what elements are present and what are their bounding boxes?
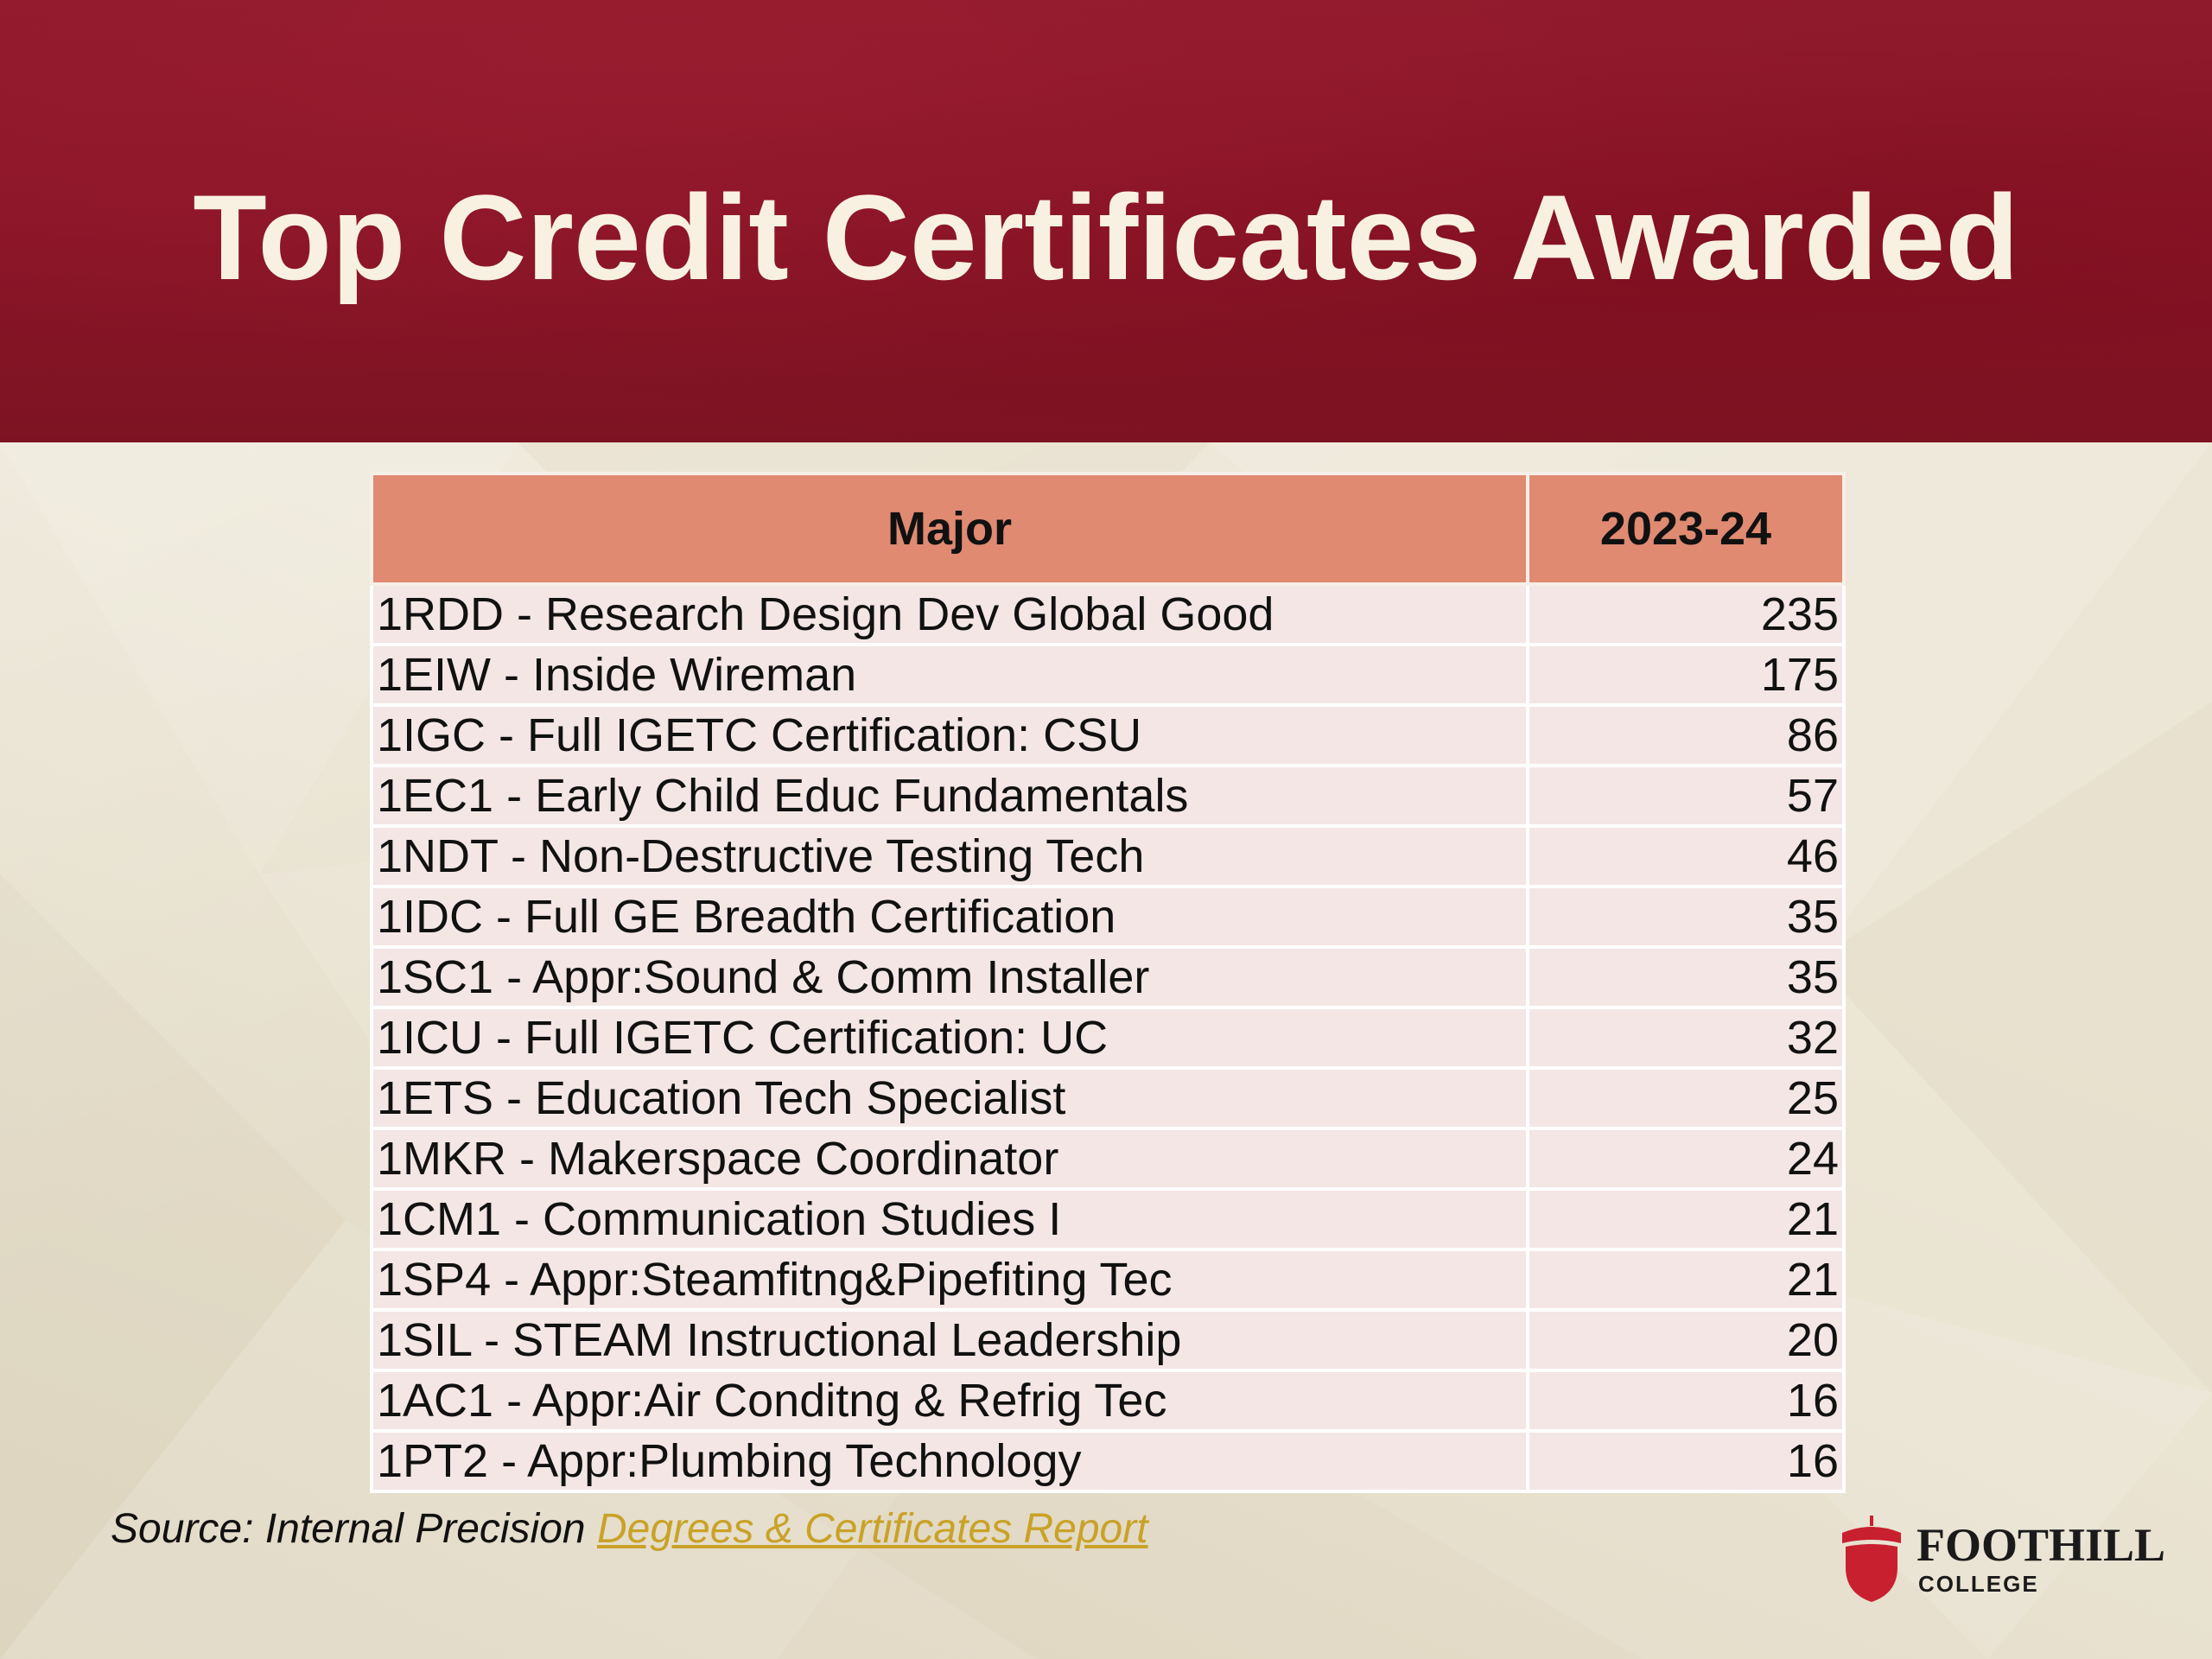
certificates-table: Major 2023-24 1RDD - Research Design Dev… [370,472,1846,1493]
major-cell: 1CM1 - Communication Studies I [370,1187,1529,1251]
count-cell: 20 [1526,1308,1846,1372]
count-cell: 46 [1526,824,1846,888]
major-cell: 1SIL - STEAM Instructional Leadership [370,1308,1529,1372]
major-cell: 1ETS - Education Tech Specialist [370,1066,1529,1130]
count-cell: 21 [1526,1248,1846,1312]
major-cell: 1EIW - Inside Wireman [370,643,1529,707]
table-row: 1RDD - Research Design Dev Global Good 2… [370,582,1846,646]
college-logo: FOOTHILL COLLEGE [1839,1514,2167,1609]
major-cell: 1RDD - Research Design Dev Global Good [370,582,1529,646]
table-row: 1EC1 - Early Child Educ Fundamentals 57 [370,764,1846,828]
table-row: 1ICU - Full IGETC Certification: UC 32 [370,1006,1846,1070]
table-row: 1SIL - STEAM Instructional Leadership 20 [370,1308,1846,1372]
table-row: 1PT2 - Appr:Plumbing Technology 16 [370,1429,1846,1493]
page-title: Top Credit Certificates Awarded [193,169,2019,305]
count-cell: 16 [1526,1429,1846,1493]
logo-subtitle: COLLEGE [1918,1571,2039,1597]
major-cell: 1SC1 - Appr:Sound & Comm Installer [370,945,1529,1009]
table-row: 1MKR - Makerspace Coordinator 24 [370,1127,1846,1191]
count-cell: 35 [1526,945,1846,1009]
major-cell: 1EC1 - Early Child Educ Fundamentals [370,764,1529,828]
count-cell: 57 [1526,764,1846,828]
table-row: 1SC1 - Appr:Sound & Comm Installer 35 [370,945,1846,1009]
count-cell: 25 [1526,1066,1846,1130]
table-row: 1NDT - Non-Destructive Testing Tech 46 [370,824,1846,888]
count-cell: 235 [1526,582,1846,646]
count-cell: 16 [1526,1369,1846,1433]
major-cell: 1IGC - Full IGETC Certification: CSU [370,703,1529,767]
table-header-row: Major 2023-24 [370,472,1846,586]
major-cell: 1NDT - Non-Destructive Testing Tech [370,824,1529,888]
table-row: 1IGC - Full IGETC Certification: CSU 86 [370,703,1846,767]
major-cell: 1ICU - Full IGETC Certification: UC [370,1006,1529,1070]
major-cell: 1IDC - Full GE Breadth Certification [370,885,1529,949]
count-cell: 21 [1526,1187,1846,1251]
major-cell: 1PT2 - Appr:Plumbing Technology [370,1429,1529,1493]
column-header-year: 2023-24 [1526,472,1846,586]
table-row: 1CM1 - Communication Studies I 21 [370,1187,1846,1251]
source-note: Source: Internal Precision Degrees & Cer… [111,1502,1148,1557]
column-header-major: Major [370,472,1529,586]
count-cell: 24 [1526,1127,1846,1191]
source-prefix: Source: Internal Precision [111,1506,597,1552]
acorn-icon [1842,1516,1901,1602]
certificates-table-container: Major 2023-24 1RDD - Research Design Dev… [370,472,1846,1493]
count-cell: 35 [1526,885,1846,949]
logo-name: FOOTHILL [1916,1519,2166,1571]
count-cell: 86 [1526,703,1846,767]
major-cell: 1AC1 - Appr:Air Conditng & Refrig Tec [370,1369,1529,1433]
count-cell: 32 [1526,1006,1846,1070]
title-banner: Top Credit Certificates Awarded [0,0,2212,442]
count-cell: 175 [1526,643,1846,707]
major-cell: 1MKR - Makerspace Coordinator [370,1127,1529,1191]
table-row: 1IDC - Full GE Breadth Certification 35 [370,885,1846,949]
table-row: 1AC1 - Appr:Air Conditng & Refrig Tec 16 [370,1369,1846,1433]
table-row: 1EIW - Inside Wireman 175 [370,643,1846,707]
report-link[interactable]: Degrees & Certificates Report [596,1506,1148,1552]
table-row: 1ETS - Education Tech Specialist 25 [370,1066,1846,1130]
table-row: 1SP4 - Appr:Steamfitng&Pipefiting Tec 21 [370,1248,1846,1312]
major-cell: 1SP4 - Appr:Steamfitng&Pipefiting Tec [370,1248,1529,1312]
